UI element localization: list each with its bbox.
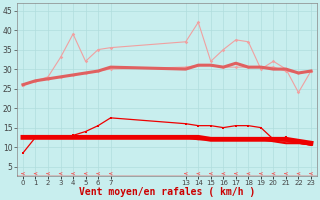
X-axis label: Vent moyen/en rafales ( km/h ): Vent moyen/en rafales ( km/h ): [79, 187, 255, 197]
